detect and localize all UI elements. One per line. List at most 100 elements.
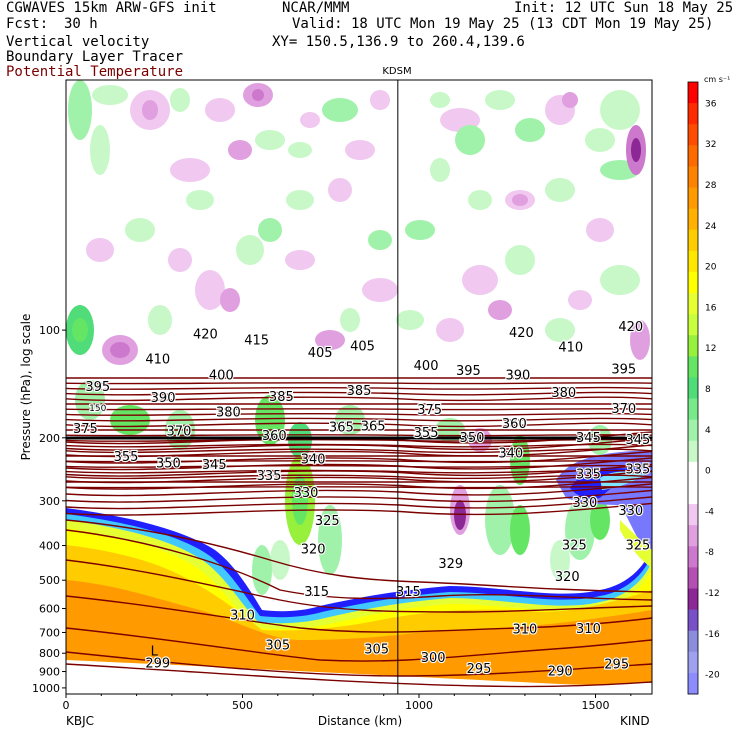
theta-label-0: 420 xyxy=(193,328,218,343)
theta-label-5: 400 xyxy=(209,369,234,384)
colorbar-label--16: -16 xyxy=(705,630,720,640)
velocity-blob-62 xyxy=(430,158,450,182)
colorbar-segment-25 xyxy=(688,609,698,632)
colorbar-segment-19 xyxy=(688,482,698,505)
velocity-blob-11 xyxy=(288,142,312,158)
theta-label-49: 330 xyxy=(573,496,598,511)
colorbar-label-0: 0 xyxy=(705,467,711,477)
theta-label-38: 380 xyxy=(551,386,576,401)
velocity-blob-82 xyxy=(485,485,515,555)
x-axis-title: Distance (km) xyxy=(318,714,402,728)
theta-label-30: 299 xyxy=(145,657,170,672)
theta-label-50: 330 xyxy=(618,504,643,519)
velocity-blob-4 xyxy=(142,100,158,120)
colorbar-segment-21 xyxy=(688,525,698,547)
theta-label-7: 390 xyxy=(151,391,176,406)
velocity-blob-58 xyxy=(586,218,614,242)
velocity-blob-6 xyxy=(170,158,210,182)
theta-label-20: 335 xyxy=(257,469,282,484)
colorbar-label-16: 16 xyxy=(705,303,717,313)
station-left-label: KBJC xyxy=(66,714,94,728)
velocity-blob-41 xyxy=(396,310,424,330)
colorbar-label--20: -20 xyxy=(705,671,720,681)
theta-label-17: 350 xyxy=(156,457,181,472)
theta-label-48: 335 xyxy=(625,462,650,477)
velocity-blob-34 xyxy=(220,288,240,312)
colorbar-segment-14 xyxy=(688,377,698,400)
colorbar-segment-16 xyxy=(688,419,698,442)
theta-label-18: 345 xyxy=(202,458,227,473)
velocity-blob-20 xyxy=(515,118,545,142)
y-tick-label-400: 400 xyxy=(39,540,60,553)
theta-label-47: 335 xyxy=(576,467,601,482)
velocity-blob-38 xyxy=(315,330,345,350)
theta-label-58: 295 xyxy=(604,657,629,672)
colorbar-label--4: -4 xyxy=(705,507,714,517)
velocity-blob-18 xyxy=(430,92,450,108)
theta-contour-26 xyxy=(66,457,652,471)
field-potential-temperature: Potential Temperature xyxy=(6,64,184,80)
theta-label-27: 305 xyxy=(364,642,389,657)
velocity-blob-1 xyxy=(92,85,128,105)
velocity-blob-12 xyxy=(322,98,358,122)
velocity-blob-29 xyxy=(72,318,88,342)
velocity-blob-40 xyxy=(362,278,398,302)
colorbar-segment-3 xyxy=(688,145,698,167)
station-right-label: KIND xyxy=(620,714,650,728)
velocity-blob-60 xyxy=(328,178,352,202)
theta-label-35: 395 xyxy=(456,364,481,379)
theta-contour-27 xyxy=(66,463,652,477)
theta-contour-37 xyxy=(66,595,652,633)
velocity-blob-27 xyxy=(600,90,640,130)
colorbar-segment-5 xyxy=(688,187,698,210)
theta-contour-4 xyxy=(66,396,652,402)
velocity-blob-36 xyxy=(258,218,282,242)
theta-contour-16 xyxy=(66,460,652,463)
theta-label-2: 405 xyxy=(308,346,333,361)
theta-label-10: 380 xyxy=(216,406,241,421)
colorbar-label-36: 36 xyxy=(705,99,717,109)
colorbar-segment-28 xyxy=(688,672,698,695)
velocity-blob-22 xyxy=(562,92,578,108)
colorbar-segment-0 xyxy=(688,82,698,104)
theta-label-21: 330 xyxy=(294,486,319,501)
theta-label-19: 340 xyxy=(301,453,326,468)
fcst-value: 30 h xyxy=(64,16,98,32)
x-tick-label-0: 0 xyxy=(63,699,70,712)
theta-label-43: 350 xyxy=(460,431,485,446)
theta-contour-23 xyxy=(66,437,652,451)
theta-label-53: 320 xyxy=(555,570,580,585)
theta-label-22: 325 xyxy=(315,514,340,529)
velocity-blob-0 xyxy=(68,80,92,140)
theta-contour-3 xyxy=(66,391,652,396)
velocity-blob-13 xyxy=(300,112,320,128)
theta-label-45: 345 xyxy=(625,433,650,448)
x-tick-label-500: 500 xyxy=(232,699,253,712)
potential-temperature-contours xyxy=(66,377,652,688)
velocity-blob-37 xyxy=(285,250,315,270)
colorbar-segment-2 xyxy=(688,124,698,146)
theta-label-24: 315 xyxy=(304,585,329,600)
theta-label-40: 370 xyxy=(611,402,636,417)
velocity-blob-42 xyxy=(436,318,464,342)
velocity-blob-15 xyxy=(370,90,390,110)
theta-label-36: 390 xyxy=(505,369,530,384)
theta-label-56: 310 xyxy=(513,623,538,638)
theta-label-23: 320 xyxy=(301,542,326,557)
theta-label-59: 290 xyxy=(548,665,573,680)
x-axis: 0 500 1000 1500 xyxy=(63,694,632,712)
colorbar-segment-23 xyxy=(688,567,698,589)
velocity-blob-47 xyxy=(568,290,592,310)
theta-label-26: 305 xyxy=(265,638,290,653)
y-tick-label-700: 700 xyxy=(39,626,60,639)
theta-label-33: 420 xyxy=(618,320,643,335)
theta-contour-19 xyxy=(66,474,652,480)
theta-contour-7 xyxy=(66,412,652,416)
theta-contour-30 xyxy=(66,483,652,497)
colorbar-segment-18 xyxy=(688,461,698,484)
fcst-label: Fcst: xyxy=(6,16,49,32)
velocity-blob-64 xyxy=(368,230,392,250)
velocity-blob-45 xyxy=(505,245,535,275)
colorbar-unit: cm s⁻¹ xyxy=(704,75,730,84)
